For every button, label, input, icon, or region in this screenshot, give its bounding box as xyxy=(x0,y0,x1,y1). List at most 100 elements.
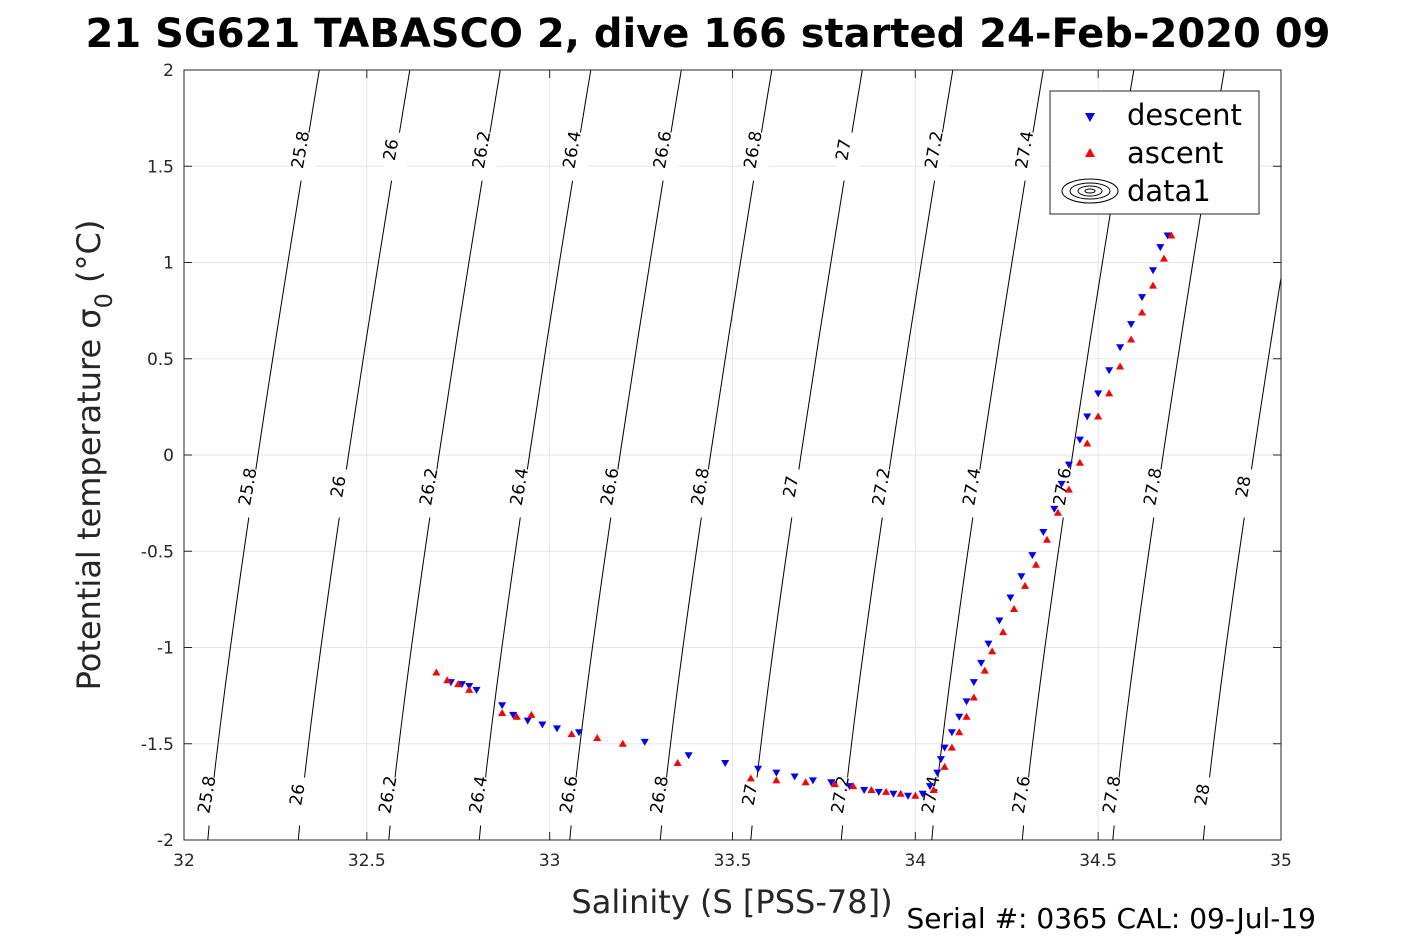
contour-label-bg xyxy=(746,132,769,181)
descent-point xyxy=(1116,344,1125,352)
contour-label-bg xyxy=(290,777,313,826)
ascent-point xyxy=(1105,389,1114,397)
ascent-point xyxy=(882,787,891,795)
ascent-point xyxy=(1127,335,1136,343)
contour-line xyxy=(931,70,1044,840)
contour-label-bg xyxy=(1018,132,1041,181)
descent-point xyxy=(962,698,971,706)
ascent-point xyxy=(849,782,858,790)
contour-label-bg xyxy=(562,777,585,826)
contour-label-bg xyxy=(241,469,264,518)
descent-point xyxy=(640,738,649,746)
y-tick-label: -2 xyxy=(157,831,174,851)
ascent-point xyxy=(498,708,507,716)
descent-point xyxy=(1039,529,1048,536)
contour-label-bg xyxy=(1195,777,1218,826)
contour-label: 28 xyxy=(1232,474,1255,499)
ascent-point xyxy=(1094,412,1103,420)
descent-point xyxy=(790,773,799,781)
contour-label-bg xyxy=(965,469,988,518)
ascent-point xyxy=(955,728,964,736)
descent-point xyxy=(684,752,693,760)
descent-point xyxy=(772,769,781,777)
contour-line xyxy=(297,70,411,840)
contour-label-bg xyxy=(512,469,535,518)
contour-label-bg xyxy=(471,777,494,826)
ascent-point xyxy=(980,666,989,674)
ascent-point xyxy=(1138,308,1147,316)
contour-label: 27 xyxy=(780,474,803,499)
contour-label-bg xyxy=(837,132,860,181)
ascent-point xyxy=(512,712,521,720)
y-tick-label: 2 xyxy=(163,61,174,81)
ascent-point xyxy=(867,785,876,793)
descent-point xyxy=(984,640,993,648)
contour-label-bg xyxy=(474,132,497,181)
ascent-point xyxy=(1021,581,1030,589)
descent-point xyxy=(1064,461,1073,469)
ascent-point xyxy=(801,778,810,786)
descent-point xyxy=(995,617,1004,625)
contour-line xyxy=(840,70,954,840)
contour-label-bg xyxy=(874,469,897,518)
descent-point xyxy=(1105,367,1114,375)
x-tick-label: 34 xyxy=(905,851,927,871)
ascent-point xyxy=(929,785,938,793)
descent-point xyxy=(1028,552,1037,560)
contour-label-bg xyxy=(1146,469,1169,518)
ascent-point xyxy=(1053,508,1062,516)
descent-point xyxy=(1075,436,1084,444)
contour-label-bg xyxy=(656,132,679,181)
descent-point xyxy=(860,786,869,794)
descent-point xyxy=(1094,390,1103,398)
y-tick-label: -1.5 xyxy=(141,735,174,755)
ascent-point xyxy=(1167,231,1176,239)
contour-label-bg xyxy=(200,777,223,826)
contour-label-bg xyxy=(422,469,445,518)
descent-point xyxy=(754,765,763,773)
ascent-point xyxy=(454,680,463,688)
descent-point xyxy=(1057,480,1066,488)
contour-label-bg xyxy=(1105,777,1128,826)
descent-point xyxy=(472,686,481,694)
legend-descent-label: descent xyxy=(1127,98,1242,132)
contour-line xyxy=(388,70,501,840)
ascent-point xyxy=(567,730,576,738)
descent-point xyxy=(827,779,836,787)
contour-label-bg xyxy=(1236,469,1259,518)
legend: descent ascent data1 xyxy=(1049,90,1260,215)
ascent-point xyxy=(432,668,441,676)
y-axis-label-main: Potential temperature σ xyxy=(70,308,108,690)
descent-point xyxy=(808,777,817,785)
ascent-point xyxy=(443,676,452,684)
descent-point xyxy=(947,729,956,737)
ascent-point xyxy=(1116,362,1125,370)
ascent-point xyxy=(527,710,536,718)
ascent-point xyxy=(1032,560,1041,568)
density-contours: 25.825.825.826262626.226.226.226.426.426… xyxy=(194,70,1281,840)
descent-point xyxy=(498,702,507,710)
contour-label-bg xyxy=(381,777,404,826)
descent-point xyxy=(1083,413,1092,421)
ascent-point xyxy=(940,762,949,770)
ascent-point xyxy=(896,789,905,797)
legend-ascent-label: ascent xyxy=(1127,136,1223,170)
contour-line xyxy=(750,70,863,840)
contour-label: 27 xyxy=(739,782,762,807)
descent-point xyxy=(874,788,883,796)
descent-point xyxy=(574,729,583,737)
descent-point xyxy=(1006,594,1015,602)
descent-point xyxy=(509,711,518,719)
y-tick-label: -1 xyxy=(157,639,174,659)
descent-point xyxy=(523,717,532,725)
ascent-point xyxy=(746,774,755,782)
ascent-point xyxy=(772,776,781,784)
contour-label-bg xyxy=(565,132,588,181)
descent-point xyxy=(1138,294,1147,302)
y-tick-label: -0.5 xyxy=(141,542,174,562)
data-points xyxy=(432,231,1176,800)
legend-data1-label: data1 xyxy=(1127,174,1211,208)
x-tick-label: 33.5 xyxy=(714,851,752,871)
ascent-point xyxy=(947,743,956,751)
